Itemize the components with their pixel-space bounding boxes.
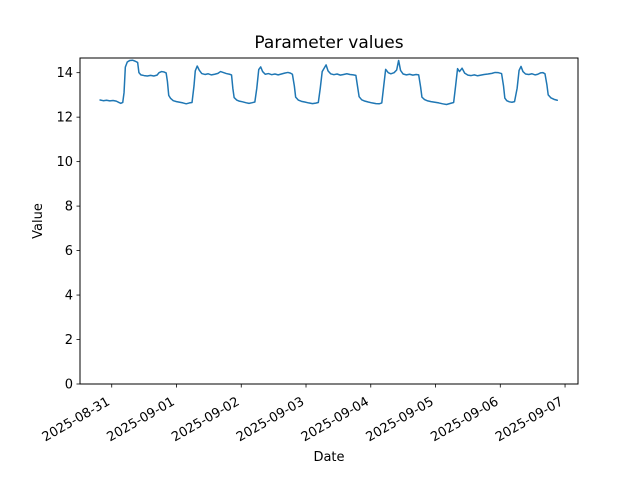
- x-tick-label: 2025-09-02: [169, 394, 242, 445]
- x-tick-label: 2025-09-05: [364, 394, 437, 445]
- x-tick-label: 2025-08-31: [40, 394, 113, 445]
- x-axis: 2025-08-312025-09-012025-09-022025-09-03…: [40, 384, 566, 445]
- y-axis: 0 2 4 6 8 10 12 14: [56, 66, 80, 393]
- y-tick-label: 12: [56, 111, 73, 126]
- data-line-parameter: [99, 59, 559, 106]
- y-tick-label: 4: [65, 289, 73, 304]
- x-tick-label: 2025-09-03: [234, 394, 307, 445]
- chart-title: Parameter values: [254, 33, 403, 53]
- y-tick-label: 14: [56, 66, 73, 81]
- x-tick-label: 2025-09-07: [493, 394, 566, 445]
- y-tick-label: 0: [65, 378, 73, 393]
- y-tick-label: 2: [65, 333, 73, 348]
- x-tick-label: 2025-09-01: [105, 394, 178, 445]
- y-tick-label: 10: [56, 155, 73, 170]
- x-tick-label: 2025-09-06: [428, 394, 501, 445]
- x-tick-label: 2025-09-04: [299, 394, 372, 445]
- y-tick-label: 6: [65, 244, 73, 259]
- plot-area: [79, 57, 579, 385]
- x-axis-label: Date: [313, 450, 344, 465]
- y-axis-label: Value: [31, 203, 46, 239]
- y-tick-label: 8: [65, 200, 73, 215]
